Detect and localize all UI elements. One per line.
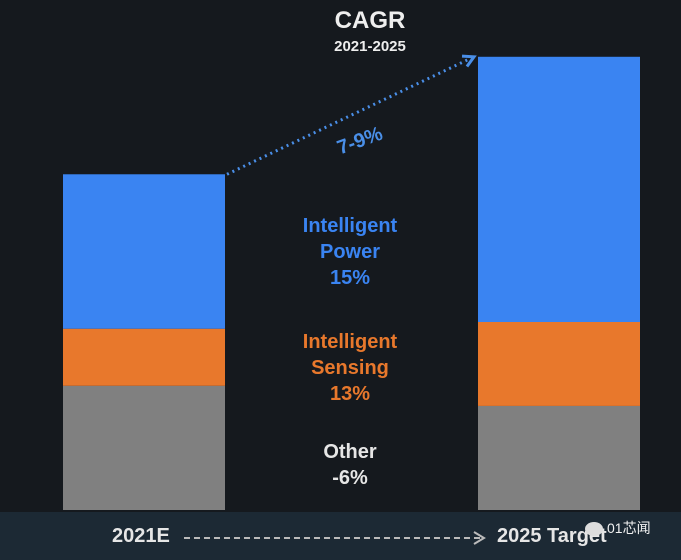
other-cagr: -6% <box>332 467 368 489</box>
sensing-label-line2: Sensing <box>311 357 389 379</box>
chart-subtitle: 2021-2025 <box>334 38 406 55</box>
power-label-line1: Intelligent <box>302 215 398 237</box>
bar-0-other <box>63 385 225 510</box>
bar-0-intelligent-power <box>63 174 225 329</box>
sensing-label-line1: Intelligent <box>302 331 398 353</box>
sensing-label: Intelligent Sensing 13% <box>270 329 430 407</box>
bar-1-other <box>478 405 640 510</box>
timeline-arrow <box>184 531 486 545</box>
other-label-line1: Other <box>323 441 377 463</box>
watermark-text: 01芯闻 <box>607 520 651 536</box>
x-axis-band <box>0 512 681 560</box>
sensing-cagr: 13% <box>329 383 371 405</box>
x-tick-2021e: 2021E <box>112 525 170 547</box>
power-label-line2: Power <box>319 241 381 263</box>
chart-title: CAGR <box>334 7 406 34</box>
other-label: Other -6% <box>270 439 430 491</box>
power-label: Intelligent Power 15% <box>270 213 430 291</box>
bar-1-intelligent-sensing <box>478 322 640 406</box>
x-tick-2025-target: 2025 Target <box>497 525 607 547</box>
cagr-arrow-head <box>461 54 477 68</box>
wechat-icon <box>585 522 603 537</box>
bar-1-intelligent-power <box>478 56 640 323</box>
watermark: 01芯闻 <box>585 518 651 538</box>
bar-0-intelligent-sensing <box>63 328 225 386</box>
power-cagr: 15% <box>329 267 371 289</box>
